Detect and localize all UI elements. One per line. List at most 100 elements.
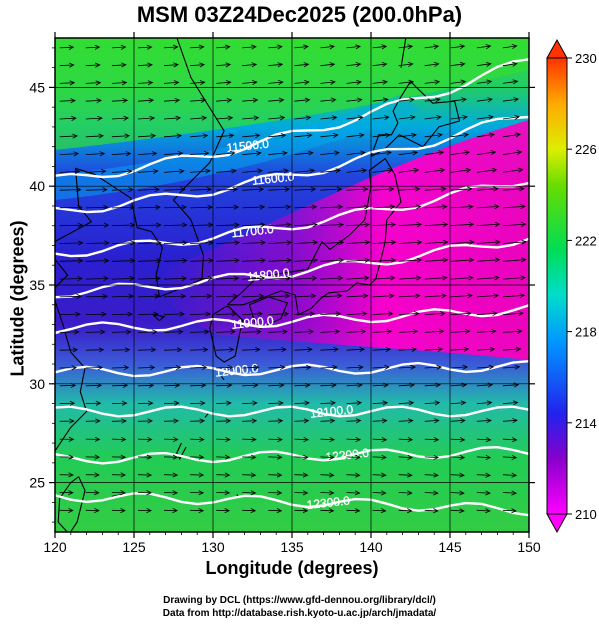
wind-arrow	[398, 311, 420, 317]
wind-arrow	[59, 418, 75, 424]
wind-arrow	[424, 167, 446, 173]
wind-arrow	[346, 186, 369, 192]
wind-arrow	[242, 293, 265, 299]
wind-arrow	[111, 329, 132, 335]
wind-arrow	[320, 329, 341, 335]
wind-arrow	[216, 436, 231, 442]
wind-arrow	[346, 168, 368, 174]
wind-arrow	[216, 222, 240, 228]
wind-arrow	[163, 80, 180, 86]
wind-arrow	[137, 97, 155, 104]
wind-arrow	[294, 490, 309, 496]
wind-arrow	[216, 44, 231, 50]
wind-arrow	[59, 454, 75, 460]
wind-arrow	[242, 222, 266, 228]
wind-arrow	[476, 275, 501, 281]
coastline	[370, 80, 461, 158]
coastline	[400, 38, 407, 68]
wind-arrow	[476, 61, 492, 67]
wind-arrow	[502, 186, 525, 192]
plot-area: 11500.0 11600.0 11700.0 11800.0 11900.0 12000…	[55, 38, 529, 532]
wind-arrow	[502, 382, 520, 388]
wind-arrow	[502, 44, 518, 50]
wind-arrow	[242, 44, 257, 50]
colorbar-tick-label: 218	[575, 325, 597, 340]
x-tick-label: 150	[517, 539, 541, 555]
wind-arrow	[398, 44, 414, 50]
wind-arrow	[111, 418, 127, 424]
chart-title: MSM 03Z24Dec2025 (200.0hPa)	[136, 2, 463, 27]
coastline	[152, 314, 166, 322]
wind-arrow	[137, 400, 154, 406]
wind-arrow	[372, 454, 387, 460]
wind-arrow	[372, 346, 392, 352]
credit-drawing: Drawing by DCL (https://www.gfd-dennou.o…	[163, 595, 436, 606]
wind-arrow	[137, 168, 159, 174]
wind-arrow	[85, 436, 101, 442]
wind-arrow	[424, 328, 445, 335]
wind-arrow	[294, 62, 310, 68]
wind-arrow	[320, 150, 340, 156]
wind-arrow	[372, 275, 396, 281]
wind-arrow	[268, 150, 288, 156]
wind-arrow	[320, 472, 335, 478]
wind-arrow	[137, 258, 162, 264]
wind-arrow	[502, 132, 522, 138]
wind-arrow	[216, 293, 239, 299]
contour-label: 11900.0	[231, 313, 275, 331]
wind-arrow	[294, 364, 312, 370]
wind-arrow	[398, 132, 417, 138]
wind-arrow	[163, 329, 184, 335]
wind-arrow	[163, 275, 188, 281]
wind-arrow	[294, 329, 315, 335]
wind-arrow	[137, 454, 153, 460]
wind-arrow	[137, 80, 154, 86]
wind-arrow	[85, 240, 110, 246]
wind-arrow	[346, 364, 364, 370]
wind-arrow	[476, 418, 492, 424]
wind-arrow	[346, 293, 369, 299]
wind-arrow	[502, 114, 521, 120]
wind-arrow	[190, 329, 210, 335]
wind-arrow	[163, 168, 185, 174]
wind-arrow	[137, 62, 153, 68]
wind-arrow	[59, 240, 84, 246]
wind-arrow	[398, 115, 416, 121]
wind-arrow	[398, 222, 423, 228]
wind-arrow	[190, 490, 205, 496]
wind-arrow	[502, 239, 527, 245]
wind-arrow	[163, 472, 179, 478]
colorbar-tick-label: 222	[575, 233, 597, 248]
wind-arrow	[268, 347, 287, 353]
wind-arrow	[111, 507, 126, 514]
wind-arrow	[502, 364, 521, 370]
wind-arrow	[476, 382, 494, 388]
wind-arrow	[372, 329, 393, 335]
wind-arrow	[294, 293, 317, 299]
wind-arrow	[346, 400, 363, 406]
y-tick-label: 45	[29, 79, 45, 95]
wind-arrow	[424, 61, 440, 67]
wind-arrow	[268, 508, 283, 514]
wind-arrow	[190, 311, 212, 317]
wind-arrow	[320, 62, 336, 68]
wind-arrow	[320, 44, 336, 50]
wind-arrow	[111, 133, 131, 139]
wind-arrow	[216, 329, 236, 335]
wind-arrow	[59, 472, 74, 478]
wind-arrow	[111, 436, 127, 442]
wind-arrow	[476, 44, 492, 50]
wind-arrow	[346, 329, 367, 335]
wind-arrow	[398, 97, 415, 103]
wind-arrow	[372, 204, 396, 210]
wind-arrow	[216, 150, 236, 156]
wind-arrow	[398, 275, 422, 281]
wind-arrow	[450, 472, 465, 478]
wind-arrow	[294, 240, 319, 246]
wind-arrow	[450, 44, 466, 50]
wind-arrow	[242, 115, 260, 121]
wind-arrow	[450, 221, 475, 228]
wind-arrow	[320, 186, 343, 192]
wind-arrow	[190, 293, 213, 299]
wind-arrow	[163, 62, 179, 68]
